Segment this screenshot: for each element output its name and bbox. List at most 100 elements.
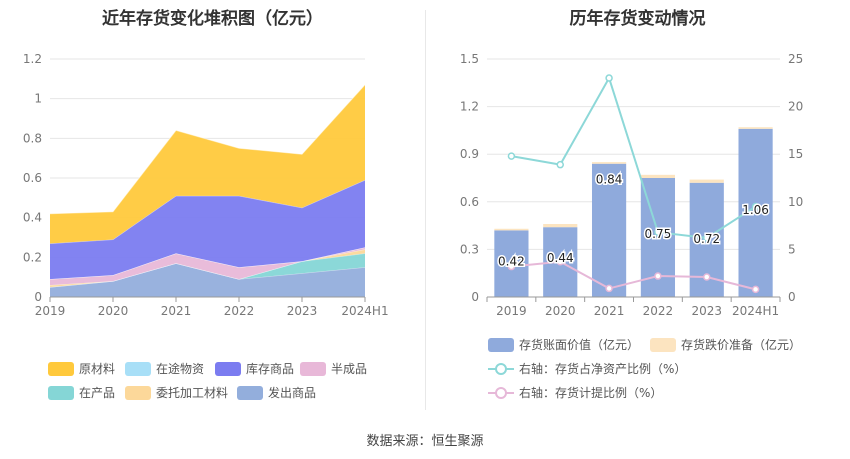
legend-label: 存货账面价值（亿元） xyxy=(519,338,640,352)
y-right-tick-label: 10 xyxy=(788,195,803,209)
legend-label: 在途物资 xyxy=(156,362,205,376)
legend-item[interactable]: 委托加工材料 xyxy=(125,384,228,401)
y-tick-label: 0.6 xyxy=(23,171,42,185)
y-left-tick-label: 0.3 xyxy=(460,242,479,256)
y-right-tick-label: 0 xyxy=(788,290,796,304)
ratio-point xyxy=(507,262,516,271)
y-left-tick-label: 1.2 xyxy=(460,100,479,114)
area-series xyxy=(50,263,365,297)
legend-label: 库存商品 xyxy=(246,362,295,376)
ratio-point xyxy=(556,258,564,266)
legend-swatch xyxy=(48,385,74,400)
legend-label: 发出商品 xyxy=(268,386,317,400)
legend-label: 委托加工材料 xyxy=(156,386,229,400)
legend-item[interactable]: 存货账面价值（亿元） xyxy=(488,336,639,353)
left-chart-panel: 近年存货变化堆积图（亿元） 0 0.2 0.4 0.6 0.8 1 1.2 2019 2020 2… xyxy=(0,0,425,420)
y-tick-label: 1.2 xyxy=(23,52,42,66)
data-source: 数据来源：恒生聚源 xyxy=(366,434,484,449)
legend-item[interactable]: 右轴：存货计提比例（%） xyxy=(488,384,662,401)
y-tick-label: 1 xyxy=(34,92,42,106)
legend-swatch xyxy=(300,361,326,376)
y-tick-label: 0.2 xyxy=(23,250,42,264)
x-tick-label: 2024H1 xyxy=(732,304,779,318)
legend-item[interactable]: 存货跌价准备（亿元） xyxy=(650,336,801,353)
legend-label: 右轴：存货占净资产比例（%） xyxy=(519,362,687,376)
ratio-line xyxy=(511,260,756,291)
ratio-point xyxy=(703,234,711,242)
ratio-point xyxy=(751,202,760,211)
legend-swatch xyxy=(488,337,514,352)
area-series xyxy=(50,84,365,244)
y-right-tick-label: 5 xyxy=(788,242,796,256)
y-right-tick-label: 15 xyxy=(788,147,803,161)
x-tick-label: 2023 xyxy=(691,304,722,318)
x-tick-label: 2019 xyxy=(35,304,66,318)
legend-item[interactable]: 半成品 xyxy=(300,360,367,377)
legend-item[interactable]: 在产品 xyxy=(48,384,115,401)
y-left-tick-label: 0.9 xyxy=(460,147,479,161)
legend-label: 存货跌价准备（亿元） xyxy=(681,338,802,352)
legend-label: 右轴：存货计提比例（%） xyxy=(519,386,663,400)
x-tick-label: 2024H1 xyxy=(341,304,388,318)
area-series xyxy=(50,247,365,286)
y-right-tick-label: 20 xyxy=(788,100,803,114)
legend-item[interactable]: 在途物资 xyxy=(125,360,204,377)
legend-label: 原材料 xyxy=(79,362,116,376)
x-tick-label: 2020 xyxy=(98,304,129,318)
impairment-bar xyxy=(689,179,724,183)
y-left-tick-label: 1.5 xyxy=(460,52,479,66)
legend-swatch xyxy=(48,361,74,376)
bar-value-label: 0.75 xyxy=(645,227,672,241)
panel-divider xyxy=(425,10,426,410)
bar-value-label: 0.42 xyxy=(498,254,525,268)
y-left-tick-label: 0 xyxy=(471,290,479,304)
legend-swatch xyxy=(237,385,263,400)
bar-value-label: 0.72 xyxy=(693,232,720,246)
ratio-point xyxy=(751,285,760,294)
x-tick-label: 2022 xyxy=(643,304,674,318)
legend-item[interactable]: 原材料 xyxy=(48,360,115,377)
bar-value-label: 1.06 xyxy=(742,203,769,217)
y-left-tick-label: 0.6 xyxy=(460,195,479,209)
left-chart-title: 近年存货变化堆积图（亿元） xyxy=(102,9,323,29)
right-chart-panel: 历年存货变动情况 0 0.3 0.6 0.9 1.2 1.5 0 5 10 15 20 25 2019 2… xyxy=(425,0,850,420)
legend-swatch xyxy=(488,386,514,400)
bar-value-label: 0.84 xyxy=(596,173,623,187)
y-tick-label: 0 xyxy=(34,290,42,304)
impairment-bar xyxy=(543,224,578,228)
area-series xyxy=(50,179,365,280)
ratio-point xyxy=(605,74,613,82)
legend-item[interactable]: 发出商品 xyxy=(237,384,316,401)
legend-label: 半成品 xyxy=(331,362,368,376)
stacked-area-chart: 0 0.2 0.4 0.6 0.8 1 1.2 2019 2020 2021 2022 2023 202… xyxy=(23,52,389,318)
legend-label: 在产品 xyxy=(79,386,116,400)
legend-item[interactable]: 库存商品 xyxy=(215,360,294,377)
legend-swatch xyxy=(125,385,151,400)
x-tick-label: 2021 xyxy=(594,304,625,318)
area-series xyxy=(50,253,365,288)
legend-swatch xyxy=(125,361,151,376)
impairment-bar xyxy=(640,174,676,178)
area-series-edge xyxy=(49,84,366,215)
bar-value-label: 0.44 xyxy=(547,251,574,265)
impairment-bar xyxy=(591,162,627,164)
ratio-point xyxy=(556,160,564,169)
x-tick-label: 2020 xyxy=(545,304,576,318)
ratio-point xyxy=(654,272,662,280)
impairment-bar xyxy=(494,228,529,231)
y-tick-label: 0.4 xyxy=(23,211,42,225)
x-tick-label: 2019 xyxy=(496,304,527,318)
ratio-point xyxy=(654,228,662,237)
x-tick-label: 2022 xyxy=(224,304,255,318)
ratio-point xyxy=(507,152,516,160)
ratio-point xyxy=(605,284,613,293)
ratio-line xyxy=(511,75,757,240)
impairment-bar xyxy=(738,127,773,129)
inventory-bar-line-chart: 0 0.3 0.6 0.9 1.2 1.5 0 5 10 15 20 25 2019 2020 2021 20… xyxy=(460,52,803,318)
inventory-bar xyxy=(591,163,627,297)
legend-swatch xyxy=(650,337,676,352)
right-chart-title: 历年存货变动情况 xyxy=(569,9,706,29)
x-tick-label: 2023 xyxy=(287,304,318,318)
legend-item[interactable]: 右轴：存货占净资产比例（%） xyxy=(488,360,686,377)
y-tick-label: 0.8 xyxy=(23,131,42,145)
